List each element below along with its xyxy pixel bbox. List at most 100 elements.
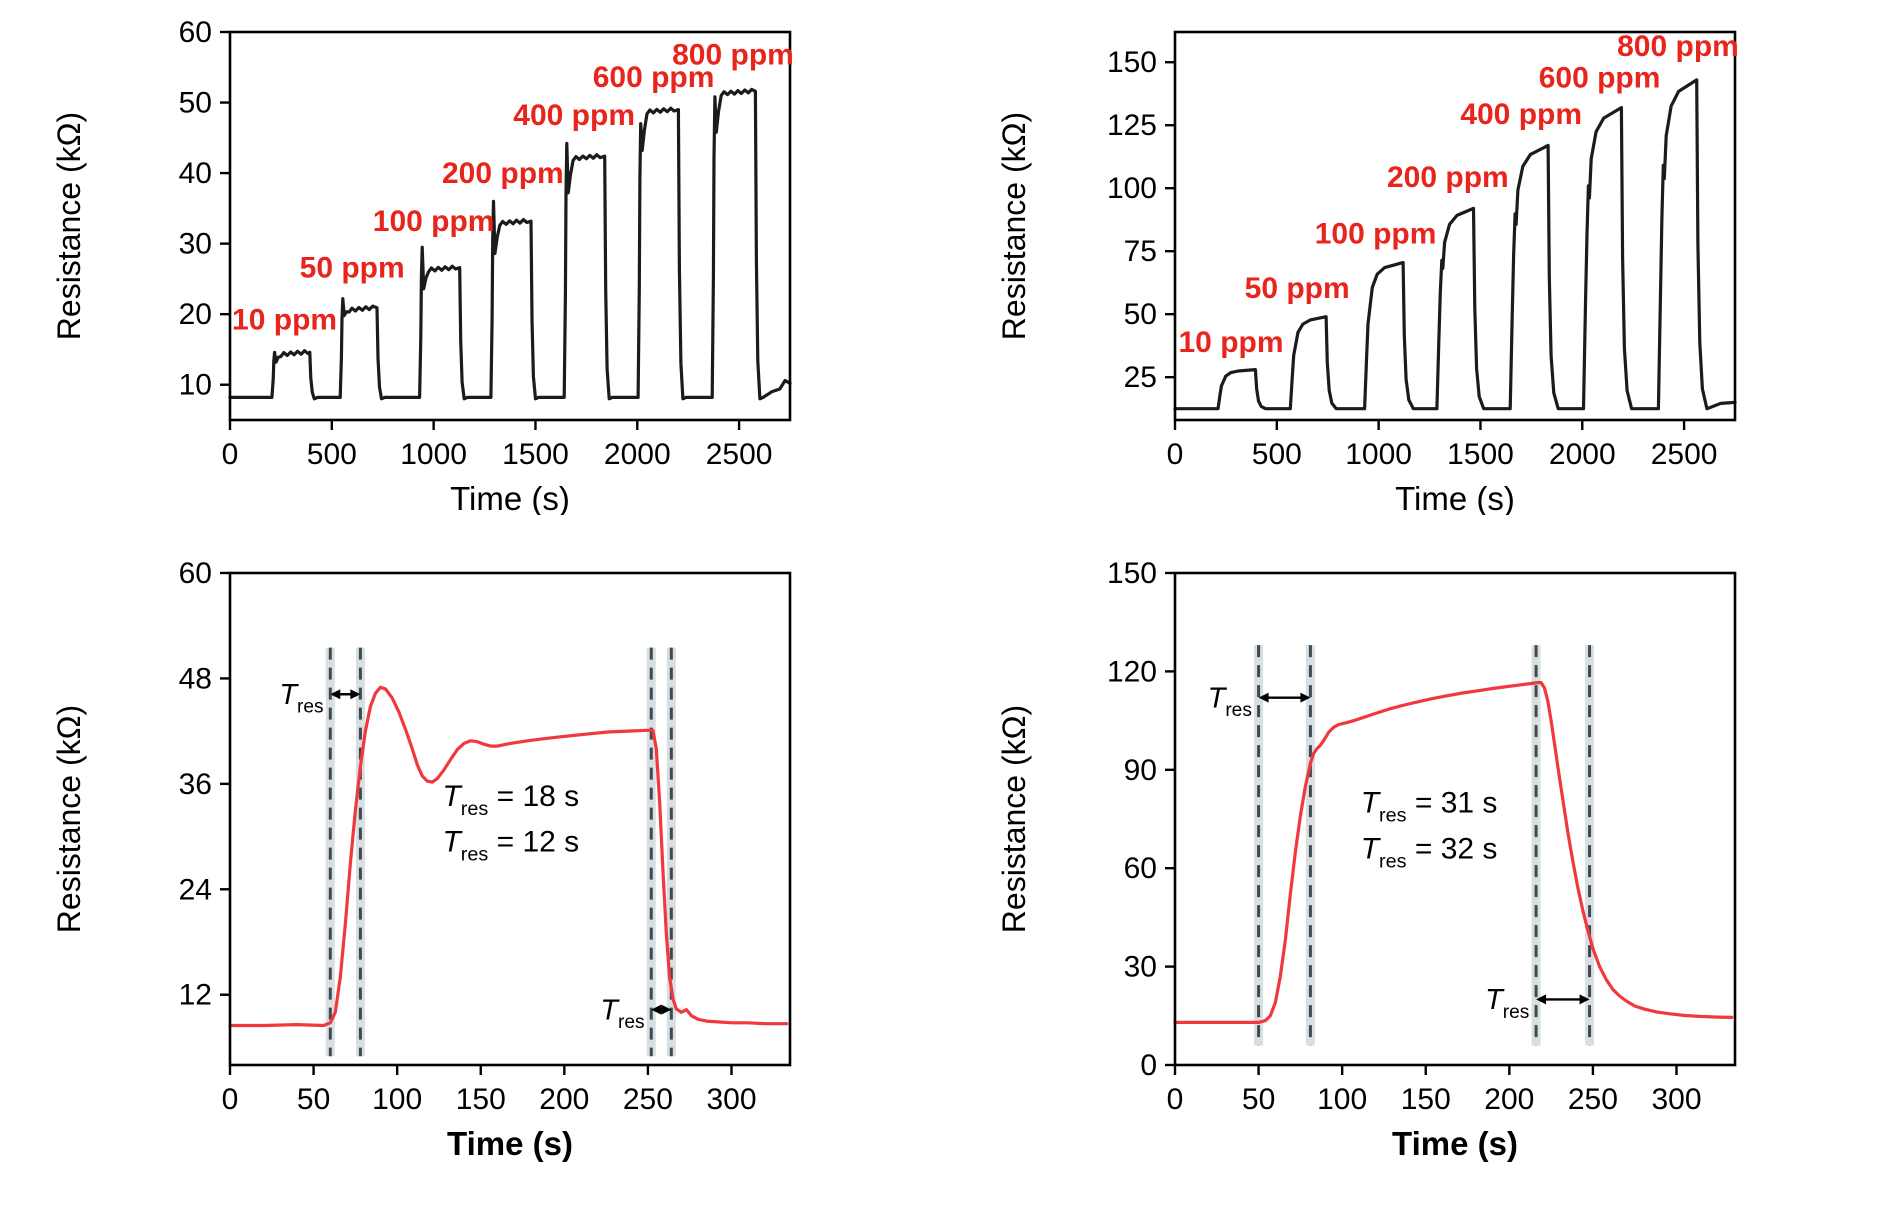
- ppm-label: 200 ppm: [442, 157, 564, 190]
- arrowhead-left: [1258, 692, 1269, 703]
- x-tick-label: 200: [539, 1083, 589, 1116]
- x-tick-label: 200: [1484, 1083, 1534, 1116]
- x-tick-label: 300: [706, 1083, 756, 1116]
- ppm-label: 200 ppm: [1387, 161, 1509, 194]
- x-tick-label: 0: [222, 438, 239, 471]
- dynamic-response-right-canvas: 0 500 1000 1500 2000 2500 25 50 75 100 125 150 Time …: [996, 30, 1739, 515]
- x-tick-label: 1000: [1345, 438, 1412, 471]
- y-tick-label: 60: [179, 16, 212, 49]
- x-tick-label: 250: [623, 1083, 673, 1116]
- plot-frame: [1173, 30, 1737, 422]
- x-tick-label: 150: [456, 1083, 506, 1116]
- annotation-text: Tres = 31 s: [1361, 786, 1498, 826]
- x-tick-label: 1500: [502, 438, 569, 471]
- x-tick-label: 250: [1568, 1083, 1618, 1116]
- arrow-label: Tres: [600, 994, 644, 1033]
- y-tick-label: 50: [179, 87, 212, 120]
- y-tick-label: 50: [1124, 298, 1157, 331]
- y-tick-label: 75: [1124, 235, 1157, 268]
- y-tick-label: 12: [179, 979, 212, 1012]
- y-tick-label: 150: [1107, 46, 1157, 79]
- arrowhead-left: [330, 689, 341, 700]
- y-axis-label: Resistance (kΩ): [996, 112, 1032, 340]
- arrowhead-right: [661, 1004, 672, 1015]
- ppm-label: 400 ppm: [1460, 98, 1582, 131]
- y-tick-label: 100: [1107, 172, 1157, 205]
- response-recovery-left-canvas: 0 50 100 150 200 250 300 12 24 36 48 60 Time (s) Resi…: [51, 557, 792, 1162]
- y-tick-label: 25: [1124, 361, 1157, 394]
- ppm-label: 100 ppm: [1315, 218, 1437, 251]
- annotation-text: Tres = 12 s: [442, 826, 579, 866]
- ppm-label: 50 ppm: [1245, 272, 1350, 305]
- x-axis-label: Time (s): [1392, 1125, 1518, 1162]
- y-tick-label: 120: [1107, 655, 1157, 688]
- x-tick-label: 2000: [1549, 438, 1616, 471]
- plot-frame: [228, 571, 792, 1067]
- y-tick-label: 125: [1107, 109, 1157, 142]
- y-axis-label: Resistance (kΩ): [51, 112, 87, 340]
- y-axis-label: Resistance (kΩ): [996, 705, 1032, 933]
- y-tick-label: 48: [179, 662, 212, 695]
- y-tick-label: 20: [179, 298, 212, 331]
- x-axis-label: Time (s): [1395, 480, 1515, 515]
- arrow-label: Tres: [279, 679, 323, 718]
- x-tick-label: 50: [297, 1083, 330, 1116]
- y-tick-label: 150: [1107, 557, 1157, 590]
- annotation-text: Tres = 32 s: [1361, 832, 1498, 872]
- x-tick-label: 100: [372, 1083, 422, 1116]
- panel-dynamic-response-right: 0 500 1000 1500 2000 2500 25 50 75 100 125 150 Time …: [945, 10, 1890, 515]
- ppm-label: 400 ppm: [513, 99, 635, 132]
- annotation-text: Tres = 18 s: [442, 780, 579, 820]
- ppm-label: 600 ppm: [593, 61, 715, 94]
- x-tick-label: 1000: [400, 438, 467, 471]
- ppm-label: 10 ppm: [1178, 326, 1283, 359]
- x-axis-label: Time (s): [447, 1125, 573, 1162]
- y-tick-label: 36: [179, 768, 212, 801]
- arrowhead-right: [1579, 994, 1590, 1005]
- x-tick-label: 2500: [706, 438, 773, 471]
- arrowhead-right: [1300, 692, 1311, 703]
- response-recovery-right-canvas: 0 50 100 150 200 250 300 0 30 60 90 120 150 Time (s) R…: [996, 557, 1737, 1162]
- y-axis-label: Resistance (kΩ): [51, 705, 87, 933]
- x-tick-label: 0: [222, 1083, 239, 1116]
- x-tick-label: 0: [1167, 1083, 1184, 1116]
- panel-dynamic-response-left: 0 500 1000 1500 2000 2500 10 20 30 40 50 60 Time (s)…: [0, 10, 945, 515]
- x-tick-label: 500: [1252, 438, 1302, 471]
- dynamic-response-left-canvas: 0 500 1000 1500 2000 2500 10 20 30 40 50 60 Time (s)…: [51, 16, 794, 515]
- y-tick-label: 30: [179, 228, 212, 261]
- x-tick-label: 500: [307, 438, 357, 471]
- ppm-label: 50 ppm: [300, 251, 405, 284]
- response-curve: [1173, 78, 1737, 411]
- y-tick-label: 10: [179, 369, 212, 402]
- x-tick-label: 100: [1317, 1083, 1367, 1116]
- panel-response-recovery-left: 0 50 100 150 200 250 300 12 24 36 48 60 Time (s) Resi…: [0, 543, 945, 1183]
- arrowhead-right: [350, 689, 361, 700]
- ppm-label: 800 ppm: [672, 38, 794, 71]
- arrowhead-left: [651, 1004, 662, 1015]
- response-curve: [1173, 681, 1734, 1024]
- y-tick-label: 24: [179, 873, 212, 906]
- x-tick-label: 150: [1401, 1083, 1451, 1116]
- response-curve: [228, 685, 789, 1028]
- response-curve: [228, 87, 792, 401]
- plot-frame: [1173, 571, 1737, 1067]
- x-tick-label: 300: [1651, 1083, 1701, 1116]
- x-axis-label: Time (s): [450, 480, 570, 515]
- y-tick-label: 30: [1124, 951, 1157, 984]
- x-tick-label: 0: [1167, 438, 1184, 471]
- arrow-label: Tres: [1208, 682, 1252, 721]
- y-tick-label: 90: [1124, 754, 1157, 787]
- x-tick-label: 2000: [604, 438, 671, 471]
- arrow-label: Tres: [1485, 984, 1529, 1023]
- x-tick-label: 1500: [1447, 438, 1514, 471]
- sensor-response-figure: 0 500 1000 1500 2000 2500 10 20 30 40 50 60 Time (s)…: [0, 10, 1890, 1183]
- y-tick-label: 0: [1140, 1049, 1157, 1082]
- plot-frame: [228, 30, 792, 422]
- panel-response-recovery-right: 0 50 100 150 200 250 300 0 30 60 90 120 150 Time (s) R…: [945, 543, 1890, 1183]
- ppm-label: 800 ppm: [1617, 30, 1739, 63]
- y-tick-label: 60: [179, 557, 212, 590]
- arrowhead-left: [1536, 994, 1547, 1005]
- y-tick-label: 60: [1124, 852, 1157, 885]
- ppm-label: 600 ppm: [1539, 61, 1661, 94]
- y-tick-label: 40: [179, 157, 212, 190]
